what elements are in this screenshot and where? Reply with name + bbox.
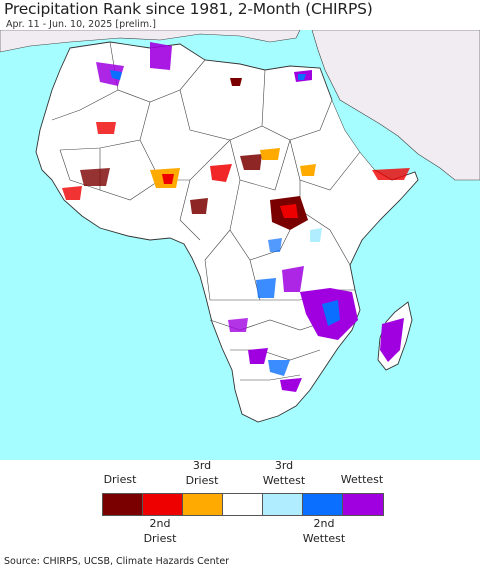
swatch-3rd-driest xyxy=(183,494,223,515)
legend: Driest 3rd Driest 3rd Wettest Wettest 2n… xyxy=(0,459,480,550)
legend-label-wettest: Wettest xyxy=(340,473,384,486)
swatch-3rd-wettest xyxy=(263,494,303,515)
legend-label-driest: Driest xyxy=(103,473,137,486)
swatch-normal xyxy=(223,494,263,515)
country-borders xyxy=(51,41,361,381)
legend-label-3rd-wettest: 3rd Wettest xyxy=(262,459,306,487)
source-credit: Source: CHIRPS, UCSB, Climate Hazards Ce… xyxy=(4,556,230,567)
africa-precipitation-map xyxy=(0,30,480,460)
swatch-2nd-driest xyxy=(143,494,183,515)
swatch-wettest xyxy=(343,494,383,515)
legend-label-2nd-wettest: 2nd Wettest xyxy=(302,517,346,545)
swatch-2nd-wettest xyxy=(303,494,343,515)
legend-label-2nd-driest: 2nd Driest xyxy=(143,517,177,545)
swatch-driest xyxy=(103,494,143,515)
map-subtitle: Apr. 11 - Jun. 10, 2025 [prelim.] xyxy=(6,19,156,30)
europe-land xyxy=(0,30,301,53)
legend-label-3rd-driest: 3rd Driest xyxy=(185,459,219,487)
middle-east-land xyxy=(311,30,480,181)
legend-swatches xyxy=(102,493,384,516)
dry-anomalies xyxy=(62,78,410,230)
red-sea xyxy=(332,98,385,170)
wet-anomalies xyxy=(96,42,404,392)
map-title: Precipitation Rank since 1981, 2-Month (… xyxy=(4,0,373,18)
